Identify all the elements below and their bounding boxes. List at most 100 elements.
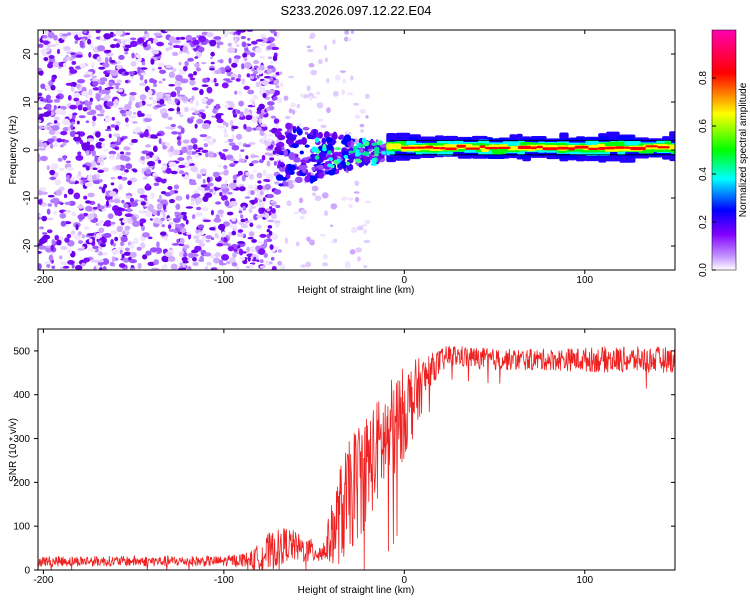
spectrogram-cell	[307, 134, 314, 139]
spectrogram-cell	[174, 98, 178, 104]
spectrogram-cell	[158, 138, 162, 145]
spectrogram-cell	[149, 218, 153, 221]
spectrogram-cell	[190, 116, 195, 120]
spectrogram-cell	[298, 164, 303, 171]
spectrogram-cell	[103, 94, 111, 100]
spectrogram-cell	[112, 33, 116, 37]
spectrogram-cell	[318, 172, 325, 179]
spectrogram-cell	[88, 51, 92, 58]
spectrogram-cell	[48, 55, 55, 60]
spectrogram-cell	[210, 209, 215, 216]
spectrogram-cell	[190, 200, 195, 207]
spectrogram-cell	[201, 207, 209, 212]
spectrogram-cell	[160, 178, 167, 184]
spectrogram-cell	[354, 114, 361, 119]
spectrogram-cell	[103, 100, 109, 108]
spectrogram-cell	[218, 171, 225, 175]
spectrogram-cell	[95, 93, 101, 101]
spectrogram-cell	[157, 62, 165, 67]
spectrogram-cell	[55, 108, 64, 115]
spectrogram-cell	[253, 213, 259, 221]
spectrogram-cell	[91, 62, 95, 69]
spectrogram-marks	[38, 30, 675, 270]
spectrogram-cell	[152, 172, 158, 177]
spectrogram-cell	[248, 246, 257, 253]
spectrogram-cell	[223, 169, 229, 176]
spectrogram-cell	[87, 38, 92, 45]
spectrogram-cell	[339, 70, 347, 73]
spectrogram-carrier-band	[392, 143, 402, 150]
snr-x-tick-label: -200	[33, 575, 53, 586]
spectrogram-cell	[117, 59, 121, 66]
spectrogram-cell	[228, 182, 237, 190]
spectrogram-cell	[354, 196, 360, 203]
spectrogram-cell	[242, 205, 246, 210]
spectrogram-cell	[129, 251, 137, 258]
spectrogram-cell	[75, 223, 79, 231]
spectrogram-cell	[194, 56, 199, 59]
spectrogram-cell	[70, 52, 76, 55]
spectrogram-cell	[168, 83, 176, 87]
spectrogram-cell	[234, 264, 240, 270]
spectrogram-cell	[221, 231, 226, 238]
spectrogram-cell	[54, 131, 61, 135]
spectrogram-cell	[212, 171, 220, 178]
spectrogram-cell	[132, 220, 141, 227]
spectrogram-cell	[349, 249, 356, 255]
spectrogram-carrier-band	[557, 146, 570, 150]
spectrogram-cell	[73, 136, 82, 142]
spectrogram-cell	[66, 32, 72, 36]
spectrogram-cell	[321, 192, 329, 199]
spectrogram-cell	[67, 188, 74, 195]
spectrogram-cell	[296, 123, 302, 127]
spectrogram-cell	[198, 109, 206, 113]
spectrogram-cell	[198, 258, 205, 262]
spectrogram-cell	[117, 175, 123, 180]
spectrogram-cell	[148, 96, 153, 100]
spectrogram-cell	[253, 170, 257, 173]
spectrogram-cell	[343, 134, 352, 143]
spectrogram-cell	[39, 226, 44, 230]
spectrogram-cell	[334, 147, 341, 151]
spectrogram-cell	[269, 30, 276, 34]
spectrogram-carrier-band	[614, 146, 626, 149]
spectrogram-cell	[306, 172, 312, 178]
spectrogram-cell	[203, 252, 212, 257]
spectrogram-cell	[126, 195, 131, 199]
spectrogram-cell	[111, 69, 119, 77]
spectrogram-cell	[225, 30, 229, 35]
spectrogram-cell	[305, 261, 312, 268]
spectrogram-cell	[97, 219, 105, 226]
spectrogram-cell	[60, 245, 68, 251]
spectrogram-cell	[64, 237, 70, 243]
spectrogram-cell	[295, 140, 303, 145]
spectrogram-cell	[167, 255, 176, 262]
colorbar-ticks: 0.0 0.2 0.4 0.6 0.8	[698, 71, 716, 277]
spectrogram-cell	[40, 155, 48, 162]
spectrogram-cell	[245, 172, 250, 176]
spectrogram-cell	[273, 220, 281, 224]
spectrogram-cell	[373, 146, 380, 152]
spectrogram-cell	[129, 91, 137, 96]
spectrogram-cell	[123, 203, 129, 209]
spectrogram-cell	[238, 100, 244, 107]
spectrogram-cell	[168, 161, 177, 168]
spectrogram-cell	[202, 77, 209, 83]
spectrogram-cell	[376, 140, 382, 146]
spectrogram-cell	[249, 231, 254, 237]
spectrogram-cell	[258, 214, 265, 218]
spectrogram-cell	[204, 266, 209, 270]
spectrogram-cell	[38, 141, 44, 148]
spectrogram-cell	[311, 166, 316, 171]
spectrogram-cell	[269, 60, 273, 64]
spectrogram-cell	[42, 98, 48, 103]
spectrogram-cell	[242, 52, 248, 58]
spectrogram-cell	[249, 75, 255, 80]
spectrogram-cell	[363, 265, 368, 269]
spectrogram-carrier-band	[445, 147, 457, 151]
spectrogram-cell	[216, 242, 224, 247]
spectrogram-cell	[323, 44, 328, 51]
spectrogram-cell	[260, 138, 265, 144]
spectrogram-cell	[298, 197, 304, 204]
spectrogram-cell	[206, 262, 212, 266]
